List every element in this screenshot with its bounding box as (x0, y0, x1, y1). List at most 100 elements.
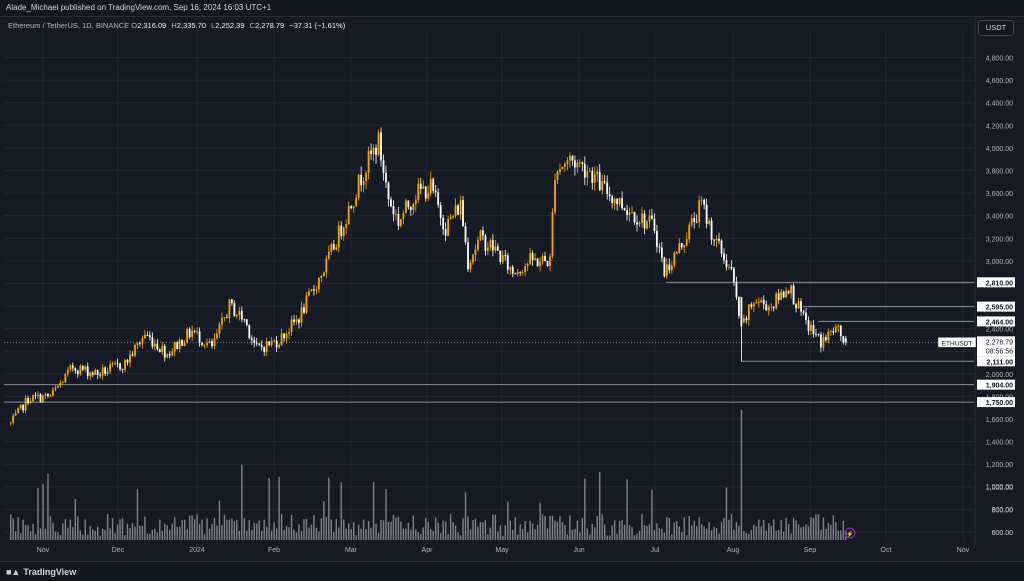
candle-body (280, 333, 283, 346)
candle-body (792, 285, 795, 305)
volume-bar (119, 519, 121, 540)
candle-body (211, 341, 213, 347)
volume-bar (223, 514, 226, 540)
volume-bar (524, 521, 526, 540)
candle-body (469, 262, 472, 270)
candle-body (755, 302, 758, 304)
volume-bar (54, 531, 57, 540)
volume-bar (367, 520, 370, 540)
candle-body (300, 307, 303, 323)
volume-bar (514, 517, 516, 540)
candle-body (139, 342, 141, 344)
candle-body (715, 238, 718, 241)
candle-body (501, 255, 504, 262)
volume-bar (840, 530, 842, 540)
high-key: H (171, 21, 177, 30)
candle-body (417, 183, 420, 200)
volume-bar (492, 514, 494, 540)
candle-body (315, 289, 318, 291)
y-tick-label: 1,400.00 (986, 440, 1013, 447)
volume-bar (686, 535, 688, 540)
volume-bar (601, 514, 603, 540)
volume-bar (449, 514, 452, 540)
candle-body (203, 345, 206, 346)
candle-body (606, 182, 609, 195)
candle-body (335, 247, 338, 250)
y-tick-label: 4,800.00 (986, 56, 1013, 63)
candle-body (151, 337, 154, 347)
level-label-bg (977, 301, 1015, 312)
candle-body (494, 246, 497, 251)
candle-body (365, 172, 368, 182)
candle-body (797, 301, 800, 309)
volume-bar (193, 519, 196, 540)
candle-body (419, 183, 422, 189)
candle-body (360, 174, 363, 186)
volume-bar (206, 518, 208, 540)
volume-bar (773, 519, 775, 540)
volume-bar (62, 523, 64, 540)
y-tick-label: 1,600.00 (986, 417, 1013, 424)
volume-bar (258, 520, 260, 540)
volume-bar (295, 532, 298, 540)
chart-area[interactable] (0, 16, 1024, 562)
volume-bar (124, 534, 126, 540)
volume-bar (156, 532, 159, 540)
volume-bar (213, 517, 216, 540)
volume-bar (9, 514, 12, 540)
candle-body (506, 255, 509, 270)
candle-body (332, 244, 335, 250)
candle-body (648, 215, 651, 222)
candle-body (81, 366, 84, 370)
x-tick-label: Sep (804, 547, 817, 554)
volume-bar (792, 517, 795, 540)
volume-bar (27, 525, 29, 540)
candle-body (509, 266, 512, 270)
y-tick-label: 4,000.00 (986, 146, 1013, 153)
volume-bar (708, 522, 710, 540)
candle-body (166, 354, 169, 358)
volume-bar (380, 519, 382, 540)
volume-bar (521, 529, 524, 540)
volume-bar (758, 519, 760, 540)
volume-bar (653, 530, 656, 540)
candle-body (844, 338, 847, 343)
candle-body (573, 160, 576, 168)
candle-body (134, 344, 136, 356)
candle-body (593, 174, 596, 183)
volume-bar (482, 522, 484, 540)
candle-body (474, 249, 477, 255)
candle-body (767, 306, 770, 311)
candle-body (310, 289, 313, 292)
currency-button[interactable]: USDT (978, 20, 1014, 36)
volume-bar (658, 528, 661, 540)
volume-bar (596, 515, 598, 540)
volume-bar (159, 519, 161, 540)
volume-bar (318, 531, 320, 540)
volume-bar (57, 532, 59, 540)
volume-bar (663, 532, 666, 540)
volume-bar (688, 515, 690, 540)
volume-bar (218, 500, 221, 540)
volume-bar (154, 528, 156, 540)
candle-body (61, 382, 64, 384)
volume-bar (243, 518, 246, 540)
volume-bar (616, 533, 618, 540)
candle-body (834, 326, 837, 333)
volume-bar (544, 516, 546, 540)
volume-bar (467, 516, 469, 540)
volume-bar (626, 479, 628, 540)
candle-body (278, 345, 281, 348)
volume-bar (646, 526, 648, 540)
volume-bar (335, 518, 337, 540)
volume-bar (571, 529, 574, 540)
volume-bar (526, 532, 529, 540)
candle-body (564, 163, 566, 167)
ohlc-legend: Ethereum / TetherUS, 1D, BINANCE O2,316.… (8, 21, 345, 30)
y-tick-label: 1,000.00 (986, 485, 1013, 492)
candle-body (623, 208, 626, 211)
candle-body (762, 299, 765, 305)
volume-bar (628, 525, 631, 540)
tradingview-brand[interactable]: ■▲ TradingView (6, 567, 76, 577)
